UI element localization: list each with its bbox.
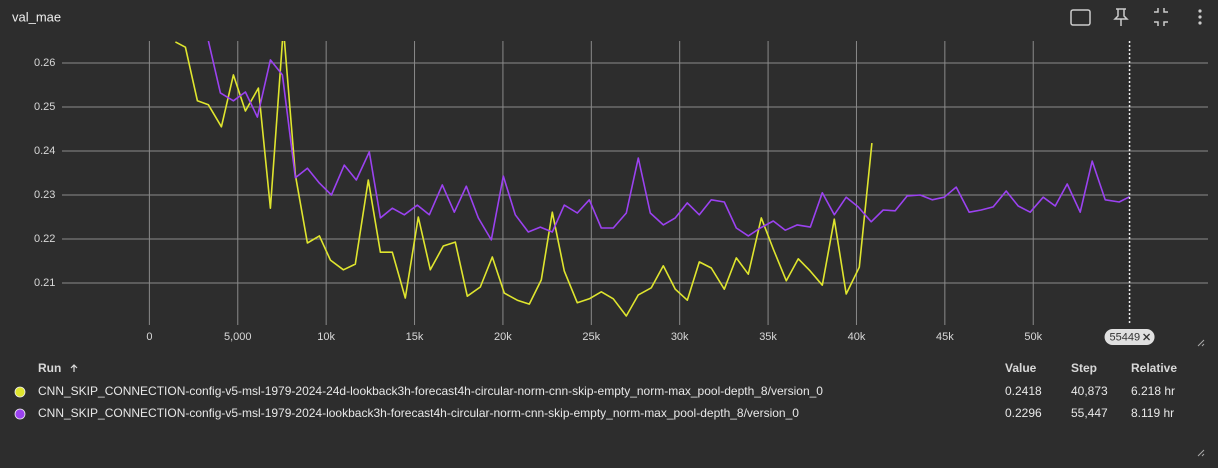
sort-arrow <box>70 364 78 372</box>
table-cell: 40,873 <box>1071 384 1108 398</box>
x-tick-label: 0 <box>146 331 152 343</box>
column-header: Step <box>1071 361 1097 375</box>
x-tick-label: 15k <box>406 331 424 343</box>
table-cell: 0.2418 <box>1005 384 1042 398</box>
y-tick-label: 0.23 <box>34 189 55 201</box>
x-tick-label: 20k <box>494 331 512 343</box>
table-cell: 0.2296 <box>1005 406 1042 420</box>
y-tick-label: 0.24 <box>34 145 55 157</box>
cursor-badge <box>1104 329 1155 345</box>
column-header: Run <box>38 361 61 375</box>
fit-button[interactable] <box>1070 9 1091 26</box>
run-color <box>14 408 26 420</box>
y-tick-label: 0.22 <box>34 233 55 245</box>
series-line <box>175 41 873 317</box>
column-header: Value <box>1005 361 1037 375</box>
resize-handle[interactable] <box>1197 339 1205 457</box>
x-tick-label: 25k <box>582 331 600 343</box>
cursor-close[interactable] <box>1143 333 1151 341</box>
table-cell: 55,447 <box>1071 406 1108 420</box>
y-tick-label: 0.21 <box>34 277 55 289</box>
x-tick-label: 50k <box>1024 331 1042 343</box>
menu-button[interactable] <box>1198 9 1202 25</box>
table-cell: 8.119 hr <box>1131 406 1174 420</box>
x-tick-label: 40k <box>848 331 866 343</box>
series-line <box>207 41 1130 241</box>
column-header: Relative <box>1131 361 1177 375</box>
title: val_mae <box>12 9 61 24</box>
x-tick-label: 35k <box>759 331 777 343</box>
collapse-button[interactable] <box>1154 8 1168 26</box>
run-name: CNN_SKIP_CONNECTION-config-v5-msl-1979-2… <box>38 406 799 420</box>
x-tick-label: 5,000 <box>224 331 252 343</box>
x-tick-label: 10k <box>317 331 335 343</box>
pin-button[interactable] <box>1113 8 1129 26</box>
y-tick-label: 0.25 <box>34 101 55 113</box>
x-tick-label: 45k <box>936 331 954 343</box>
run-color <box>14 386 26 398</box>
grid <box>62 41 1208 325</box>
toolbar <box>1070 8 1202 26</box>
cursor-label: 55449 <box>1110 331 1141 343</box>
y-tick-label: 0.26 <box>34 57 55 69</box>
table-cell: 6.218 hr <box>1131 384 1175 398</box>
x-tick-label: 30k <box>671 331 689 343</box>
run-name: CNN_SKIP_CONNECTION-config-v5-msl-1979-2… <box>38 384 823 398</box>
